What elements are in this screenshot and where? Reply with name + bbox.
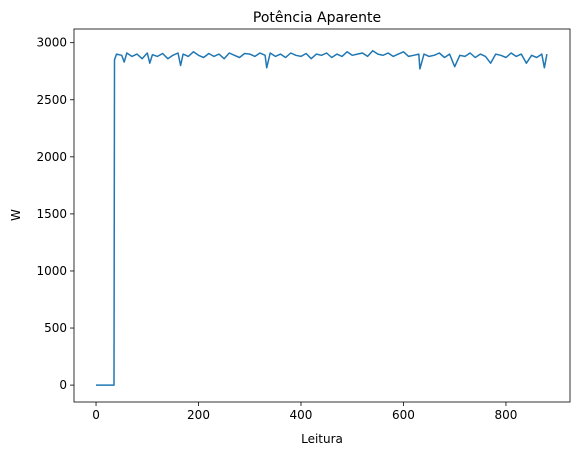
y-axis: 0 500 1000 1500 2000 2500 3000 <box>36 36 74 392</box>
series-layer <box>96 49 548 386</box>
x-tick-label: 200 <box>187 408 210 422</box>
y-tick-label: 2500 <box>36 93 67 107</box>
y-tick-label: 0 <box>59 378 67 392</box>
x-tick-label: 0 <box>92 408 100 422</box>
y-tick-label: 500 <box>44 321 67 335</box>
y-tick-label: 1500 <box>36 207 67 221</box>
x-tick-label: 800 <box>494 408 517 422</box>
y-tick-label: 2000 <box>36 150 67 164</box>
y-tick-label: 1000 <box>36 264 67 278</box>
chart-title: Potência Aparente <box>253 10 381 26</box>
x-tick-label: 600 <box>392 408 415 422</box>
x-axis: 0 200 400 600 800 <box>92 402 517 422</box>
x-axis-label: Leitura <box>301 432 343 446</box>
y-axis-label: W <box>9 209 23 221</box>
y-tick-label: 3000 <box>36 36 67 50</box>
plot-area <box>73 28 571 403</box>
x-tick-label: 400 <box>290 408 313 422</box>
series-line <box>96 49 548 386</box>
